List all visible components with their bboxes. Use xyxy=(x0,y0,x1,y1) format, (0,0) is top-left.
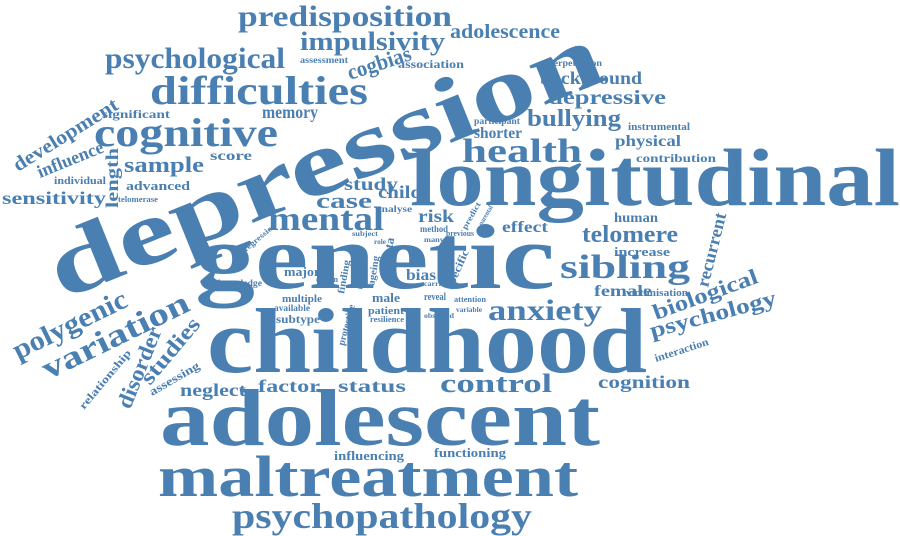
word-reveal: reveal xyxy=(424,292,446,303)
word-sample: sample xyxy=(124,152,204,177)
word-attention: attention xyxy=(454,295,487,304)
word-difficulties: difficulties xyxy=(150,68,368,113)
word-physical: physical xyxy=(615,133,682,150)
word-major: major xyxy=(284,264,320,279)
word-memory: memory xyxy=(262,102,318,122)
word-impulsivity: impulsivity xyxy=(300,27,445,56)
word-many: many xyxy=(424,236,445,244)
word-status: status xyxy=(338,376,406,396)
word-victimisation: victimisation xyxy=(626,288,688,299)
word-factor: factor xyxy=(258,376,320,396)
word-study: study xyxy=(344,174,398,194)
word-anxiety: anxiety xyxy=(488,294,602,327)
word-telomerase: telomerase xyxy=(118,195,158,204)
word-analyse: analyse xyxy=(376,204,412,214)
word-human: human xyxy=(614,211,658,226)
word-role: role xyxy=(374,238,386,246)
word-adolescence: adolescence xyxy=(450,21,560,43)
word-data: data xyxy=(379,236,397,262)
word-telomere: telomere xyxy=(582,222,678,248)
word-influencing: influencing xyxy=(334,448,405,463)
word-case: case xyxy=(316,188,372,213)
word-contribution: contribution xyxy=(636,151,716,165)
word-perpetration: perpetration xyxy=(548,58,602,68)
word-functioning: functioning xyxy=(434,445,507,460)
word-instrumental: instrumental xyxy=(628,122,690,133)
word-ageing: ageing xyxy=(366,255,382,286)
word-assessment: assessment xyxy=(300,55,348,65)
word-biases: method xyxy=(420,224,448,234)
word-depressive: depressive xyxy=(548,87,666,109)
word-advanced: advanced xyxy=(126,178,191,193)
word-individual: individual xyxy=(54,175,106,187)
word-bias: bias xyxy=(406,267,436,284)
word-health: health xyxy=(462,133,582,170)
word-subtype: subtype xyxy=(276,312,321,326)
word-variable: variable xyxy=(456,306,482,314)
word-mental: mental xyxy=(268,201,384,238)
word-result: result xyxy=(354,263,368,290)
word-control: control xyxy=(440,369,552,398)
word-maltreatment: maltreatment xyxy=(158,444,579,509)
word-longitudinal: longitudinal xyxy=(410,132,900,223)
word-bullying: bullying xyxy=(527,106,621,132)
word-childhood: childhood xyxy=(207,290,647,392)
word-male: male xyxy=(372,290,400,305)
word-risk: risk xyxy=(418,206,454,226)
word-cognition: cognition xyxy=(598,372,690,392)
word-background: background xyxy=(540,68,642,88)
word-effect: effect xyxy=(502,219,549,236)
word-shorter: shorter xyxy=(474,125,522,142)
word-association: association xyxy=(398,57,464,71)
word-score: score xyxy=(210,149,252,164)
word-child: child xyxy=(378,182,422,202)
word-participant: participant xyxy=(474,116,520,126)
word-psychopathology: psychopathology xyxy=(232,496,532,536)
word-predisposition: predisposition xyxy=(238,0,452,33)
word-significant: significant xyxy=(102,107,170,121)
word-observed: observed xyxy=(424,312,454,320)
word-female: female xyxy=(594,283,652,300)
word-available: available xyxy=(274,303,310,313)
word-sibling: sibling xyxy=(560,249,690,286)
word-adolescent: adolescent xyxy=(160,375,600,463)
word-carrier: carrier xyxy=(424,280,448,288)
word-neglect: neglect xyxy=(180,380,246,400)
word-subject: subject xyxy=(352,230,379,238)
word-method: previous xyxy=(446,229,474,238)
word-cognitive: cognitive xyxy=(94,110,278,155)
word-multiple: multiple xyxy=(282,293,322,305)
word-sensitivity: sensitivity xyxy=(2,188,106,208)
word-increase: increase xyxy=(614,244,670,259)
word-psychological: psychological xyxy=(105,42,285,75)
word-genetic: genetic xyxy=(195,206,555,308)
word-resilience: resilience xyxy=(370,315,404,324)
word-length: length xyxy=(102,148,122,208)
word-knowledge: knowledge xyxy=(218,278,262,288)
word-design: design xyxy=(316,275,339,284)
word-patient: patient xyxy=(368,305,404,317)
